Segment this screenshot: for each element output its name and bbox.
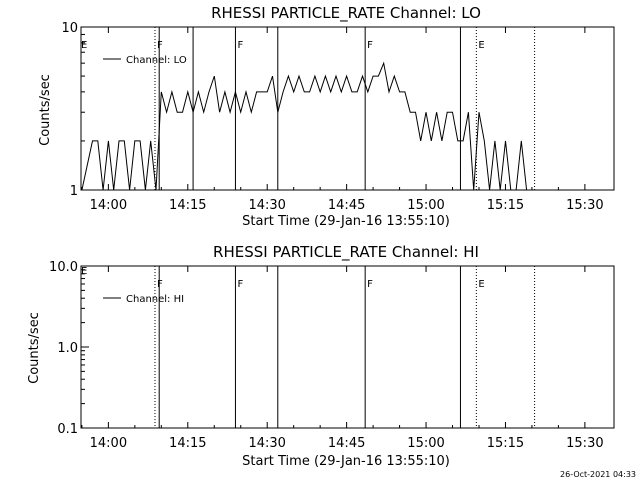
x-tick-label-lo-2: 14:30 bbox=[248, 198, 285, 213]
flag-label-hi-0: F bbox=[157, 279, 163, 290]
x-tick-label-lo-5: 15:15 bbox=[487, 198, 524, 213]
plot-frame-lo bbox=[80, 26, 615, 191]
flag-label-hi-2: F bbox=[237, 279, 243, 290]
generation-timestamp: 26-Oct-2021 04:33 bbox=[560, 470, 636, 479]
flag-label-lo-0: F bbox=[157, 40, 163, 51]
x-tick-label-lo-0: 14:00 bbox=[90, 198, 127, 213]
legend-entry-lo: Channel: LO bbox=[126, 55, 187, 66]
chart-title-hi: RHESSI PARTICLE_RATE Channel: HI bbox=[213, 243, 479, 262]
edge-flag-label-lo: E bbox=[81, 40, 87, 51]
flag-label-hi-4: F bbox=[367, 279, 373, 290]
x-tick-label-lo-1: 14:15 bbox=[169, 198, 206, 213]
panel-lo: RHESSI PARTICLE_RATE Channel: LO Start T… bbox=[38, 4, 615, 229]
panel-hi: RHESSI PARTICLE_RATE Channel: HI Start T… bbox=[27, 243, 615, 469]
y-tick-label-hi-0: 0.1 bbox=[57, 422, 78, 437]
y-tick-label-hi-1: 1.0 bbox=[57, 341, 78, 356]
x-tick-label-lo-3: 14:45 bbox=[328, 198, 365, 213]
y-axis-label-hi: Counts/sec bbox=[27, 312, 42, 384]
x-tick-label-hi-0: 14:00 bbox=[90, 436, 127, 451]
x-tick-label-hi-5: 15:15 bbox=[487, 436, 524, 451]
plot-frame-hi bbox=[80, 265, 615, 429]
x-tick-label-hi-6: 15:30 bbox=[566, 436, 603, 451]
x-tick-label-hi-4: 15:00 bbox=[407, 436, 444, 451]
flag-label-lo-5: F bbox=[367, 40, 373, 51]
x-tick-label-lo-4: 15:00 bbox=[407, 198, 444, 213]
y-tick-label-hi-2: 10.0 bbox=[49, 260, 78, 275]
x-tick-label-hi-1: 14:15 bbox=[169, 436, 206, 451]
x-tick-label-lo-6: 15:30 bbox=[566, 198, 603, 213]
x-tick-label-hi-3: 14:45 bbox=[328, 436, 365, 451]
x-axis-label-lo: Start Time (29-Jan-16 13:55:10) bbox=[242, 214, 450, 229]
flag-label-lo-7: E bbox=[478, 40, 484, 51]
flag-label-lo-3: F bbox=[237, 40, 243, 51]
y-axis-label-lo: Counts/sec bbox=[38, 74, 53, 146]
x-axis-label-hi: Start Time (29-Jan-16 13:55:10) bbox=[242, 454, 450, 469]
series-line-lo-0 bbox=[81, 61, 532, 191]
y-tick-label-lo-0: 1 bbox=[70, 184, 78, 199]
flag-label-hi-6: E bbox=[478, 279, 484, 290]
chart-title-lo: RHESSI PARTICLE_RATE Channel: LO bbox=[211, 4, 481, 23]
y-tick-label-lo-1: 10 bbox=[61, 21, 78, 36]
x-tick-label-hi-2: 14:30 bbox=[248, 436, 285, 451]
edge-flag-label-hi: E bbox=[81, 266, 87, 277]
